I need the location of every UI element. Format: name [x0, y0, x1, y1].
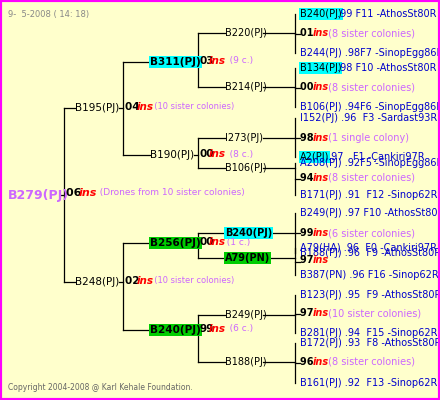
- Text: 00: 00: [199, 149, 213, 159]
- Text: B249(PJ): B249(PJ): [225, 310, 267, 320]
- Text: B220(PJ): B220(PJ): [225, 28, 267, 38]
- Text: ins: ins: [312, 28, 329, 38]
- Text: ins: ins: [312, 173, 329, 183]
- Text: B240(PJ): B240(PJ): [300, 9, 342, 19]
- Text: (8 sister colonies): (8 sister colonies): [325, 82, 415, 92]
- Text: 98: 98: [300, 133, 317, 143]
- Text: ins: ins: [209, 237, 226, 247]
- Text: (8 sister colonies): (8 sister colonies): [325, 173, 415, 183]
- Text: ins: ins: [312, 133, 329, 143]
- Text: (8 sister colonies): (8 sister colonies): [325, 357, 415, 367]
- Text: B256(PJ): B256(PJ): [150, 238, 201, 248]
- Text: B161(PJ) .92  F13 -Sinop62R: B161(PJ) .92 F13 -Sinop62R: [300, 378, 437, 388]
- Text: (9 c.): (9 c.): [221, 56, 253, 66]
- Text: Copyright 2004-2008 @ Karl Kehale Foundation.: Copyright 2004-2008 @ Karl Kehale Founda…: [8, 383, 193, 392]
- Text: ins: ins: [312, 82, 329, 92]
- Text: B248(PJ): B248(PJ): [75, 277, 119, 287]
- Text: ins: ins: [312, 357, 329, 367]
- Text: (6 sister colonies): (6 sister colonies): [325, 228, 415, 238]
- Text: 00: 00: [199, 237, 213, 247]
- Text: B214(PJ): B214(PJ): [225, 82, 267, 92]
- Text: 04: 04: [125, 102, 143, 112]
- Text: B134(PJ): B134(PJ): [300, 63, 341, 73]
- Text: ins: ins: [137, 102, 154, 112]
- Text: B106(PJ) .94F6 -SinopEgg86R: B106(PJ) .94F6 -SinopEgg86R: [300, 102, 440, 112]
- Text: A79(HA) .96  F0 -Çankiri97R: A79(HA) .96 F0 -Çankiri97R: [300, 243, 437, 253]
- Text: 9-  5-2008 ( 14: 18): 9- 5-2008 ( 14: 18): [8, 10, 89, 19]
- Text: B195(PJ): B195(PJ): [75, 103, 119, 113]
- Text: 97: 97: [300, 308, 317, 318]
- Text: B281(PJ) .94  F15 -Sinop62R: B281(PJ) .94 F15 -Sinop62R: [300, 328, 437, 338]
- Text: ins: ins: [209, 56, 226, 66]
- Text: ins: ins: [312, 228, 329, 238]
- Text: B188(PJ): B188(PJ): [225, 357, 267, 367]
- Text: .98 F10 -AthosSt80R: .98 F10 -AthosSt80R: [334, 63, 436, 73]
- Text: B387(PN) .96 F16 -Sinop62R: B387(PN) .96 F16 -Sinop62R: [300, 270, 439, 280]
- Text: (Drones from 10 sister colonies): (Drones from 10 sister colonies): [94, 188, 245, 198]
- Text: ins: ins: [209, 324, 226, 334]
- Text: ins: ins: [312, 255, 329, 265]
- Text: (10 sister colonies): (10 sister colonies): [149, 276, 234, 286]
- Text: ins: ins: [209, 149, 226, 159]
- Text: (10 sister colonies): (10 sister colonies): [149, 102, 234, 112]
- Text: B249(PJ) .97 F10 -AthosSt80R: B249(PJ) .97 F10 -AthosSt80R: [300, 208, 440, 218]
- Text: I273(PJ): I273(PJ): [225, 133, 263, 143]
- Text: 02: 02: [125, 276, 143, 286]
- Text: 06: 06: [66, 188, 85, 198]
- Text: ins: ins: [137, 276, 154, 286]
- Text: (6 c.): (6 c.): [221, 324, 253, 334]
- Text: (1 c.): (1 c.): [221, 238, 250, 246]
- Text: I152(PJ) .96  F3 -Sardast93R: I152(PJ) .96 F3 -Sardast93R: [300, 113, 437, 123]
- Text: B279(PJ): B279(PJ): [8, 188, 69, 202]
- Text: 01: 01: [300, 28, 317, 38]
- Text: B311(PJ): B311(PJ): [150, 57, 201, 67]
- Text: (8 c.): (8 c.): [221, 150, 253, 158]
- Text: 99: 99: [300, 228, 317, 238]
- Text: .97   F1 -Çankiri97R: .97 F1 -Çankiri97R: [325, 152, 425, 162]
- Text: (8 sister colonies): (8 sister colonies): [325, 28, 415, 38]
- Text: ins: ins: [312, 308, 329, 318]
- Text: 99: 99: [199, 324, 213, 334]
- Text: A2(PJ): A2(PJ): [300, 152, 330, 162]
- Text: 03: 03: [199, 56, 213, 66]
- Text: B190(PJ): B190(PJ): [150, 150, 194, 160]
- Text: A208(PJ) .92F5 -SinopEgg86R: A208(PJ) .92F5 -SinopEgg86R: [300, 158, 440, 168]
- Text: A79(PN): A79(PN): [225, 253, 270, 263]
- Text: B240(PJ): B240(PJ): [150, 325, 201, 335]
- Text: B172(PJ) .93  F8 -AthosSt80R: B172(PJ) .93 F8 -AthosSt80R: [300, 338, 440, 348]
- Text: (1 single colony): (1 single colony): [325, 133, 409, 143]
- Text: 97: 97: [300, 255, 317, 265]
- Text: 94: 94: [300, 173, 317, 183]
- Text: 96: 96: [300, 357, 317, 367]
- Text: B123(PJ) .95  F9 -AthosSt80R: B123(PJ) .95 F9 -AthosSt80R: [300, 290, 440, 300]
- Text: B188(PJ) .96  F9 -AthosSt80R: B188(PJ) .96 F9 -AthosSt80R: [300, 248, 440, 258]
- Text: .99 F11 -AthosSt80R: .99 F11 -AthosSt80R: [334, 9, 436, 19]
- Text: 00: 00: [300, 82, 317, 92]
- Text: (10 sister colonies): (10 sister colonies): [325, 308, 422, 318]
- Text: B106(PJ): B106(PJ): [225, 163, 267, 173]
- Text: B171(PJ) .91  F12 -Sinop62R: B171(PJ) .91 F12 -Sinop62R: [300, 190, 437, 200]
- Text: B240(PJ): B240(PJ): [225, 228, 272, 238]
- Text: ins: ins: [79, 188, 97, 198]
- Text: B244(PJ) .98F7 -SinopEgg86R: B244(PJ) .98F7 -SinopEgg86R: [300, 48, 440, 58]
